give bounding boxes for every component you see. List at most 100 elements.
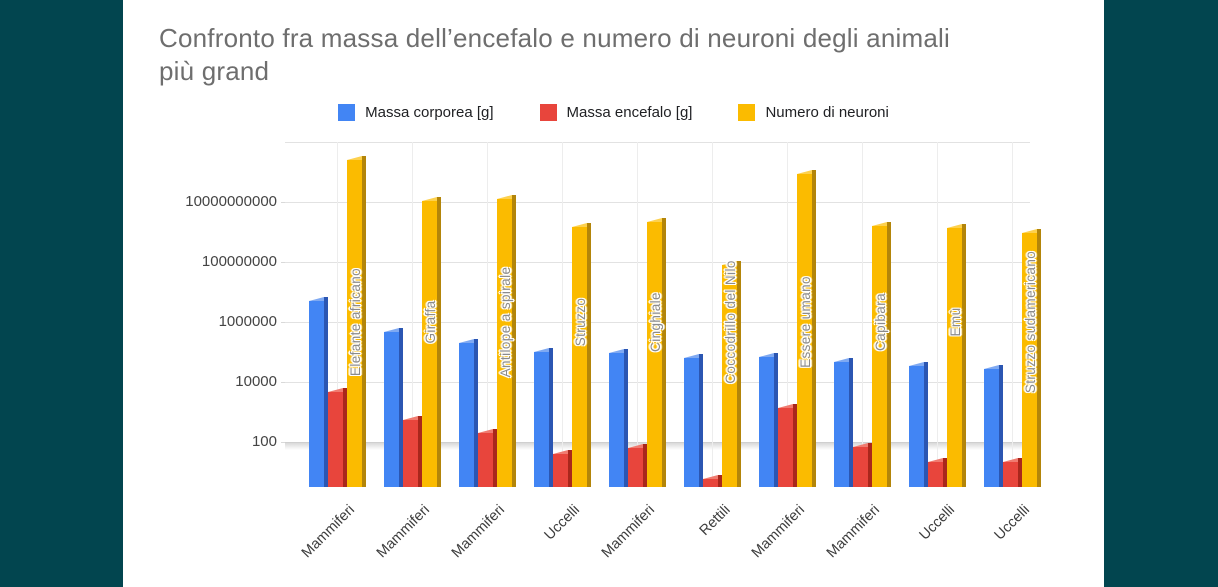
- x-axis-category-label: Uccelli: [541, 502, 584, 544]
- bar-massa-encefalo-g-coccodrillo-del-nilo: [703, 475, 722, 487]
- bar-massa-corporea-g-giraffa: [384, 328, 403, 487]
- bar-3d-facet: [362, 156, 366, 487]
- bar-massa-corporea-g-struzzo-sudamericano: [984, 365, 1003, 487]
- bar-massa-encefalo-g-capibara: [853, 443, 872, 487]
- bar-3d-facet: [759, 353, 774, 357]
- bar-3d-facet: [662, 218, 666, 487]
- bar-3d-facet: [1003, 458, 1018, 462]
- bar-3d-facet: [872, 222, 887, 226]
- bar-chart: 100 10000 1000000 100000000 10000000000 Elef…: [150, 142, 1041, 572]
- bar-numero-di-neuroni-capibara: [872, 222, 891, 487]
- bar-3d-facet: [347, 160, 362, 487]
- bar-numero-di-neuroni-emù: [947, 224, 966, 487]
- y-axis-tick-label: 10000000000: [185, 193, 277, 210]
- bar-massa-corporea-g-capibara: [834, 358, 853, 487]
- h-gridline: [285, 142, 1030, 143]
- animal-name-label: Capibara: [873, 293, 888, 351]
- bar-massa-encefalo-g-struzzo: [553, 450, 572, 487]
- bar-3d-facet: [309, 297, 324, 301]
- bar-numero-di-neuroni-cinghiale: [647, 218, 666, 487]
- presentation-slide: Confronto fra massa dell’encefalo e nume…: [123, 0, 1104, 587]
- bar-3d-facet: [778, 404, 793, 408]
- bar-3d-facet: [512, 195, 516, 487]
- bar-3d-facet: [868, 443, 872, 487]
- bar-3d-facet: [684, 354, 699, 358]
- bar-massa-corporea-g-emù: [909, 362, 928, 487]
- legend-label: Massa encefalo [g]: [566, 104, 693, 121]
- bar-3d-facet: [422, 201, 437, 487]
- bar-3d-facet: [834, 362, 849, 487]
- bar-3d-facet: [328, 392, 343, 487]
- bar-3d-facet: [703, 475, 718, 479]
- chart-title: Confronto fra massa dell’encefalo e nume…: [159, 23, 950, 87]
- bar-massa-encefalo-g-essere-umano: [778, 404, 797, 487]
- bar-3d-facet: [324, 297, 328, 487]
- bar-3d-facet: [568, 450, 572, 487]
- legend-item-2: Massa encefalo [g]: [539, 104, 693, 121]
- bar-3d-facet: [962, 224, 966, 487]
- bar-3d-facet: [947, 224, 962, 228]
- bar-3d-facet: [812, 170, 816, 487]
- bar-3d-facet: [609, 349, 624, 353]
- x-axis-category-label: Mammiferi: [449, 502, 509, 562]
- bar-3d-facet: [924, 362, 928, 487]
- bar-3d-facet: [703, 479, 718, 487]
- v-gridline: [787, 142, 788, 487]
- bar-3d-facet: [797, 170, 812, 174]
- y-axis-tick-label: 1000000: [218, 313, 277, 330]
- v-gridline: [487, 142, 488, 487]
- animal-name-label: Essere umano: [798, 276, 813, 368]
- bar-3d-facet: [909, 366, 924, 487]
- bar-3d-facet: [774, 353, 778, 487]
- bar-3d-facet: [928, 458, 943, 462]
- bar-3d-facet: [718, 475, 722, 487]
- v-gridline: [937, 142, 938, 487]
- bar-3d-facet: [553, 450, 568, 454]
- x-axis-category-label: Uccelli: [916, 502, 959, 544]
- bar-numero-di-neuroni-coccodrillo-del-nilo: [722, 261, 741, 487]
- animal-name-label: Elefante africano: [348, 267, 363, 377]
- legend-label: Numero di neuroni: [765, 104, 889, 121]
- bar-massa-corporea-g-essere-umano: [759, 353, 778, 487]
- v-gridline: [562, 142, 563, 487]
- bar-3d-facet: [647, 222, 662, 487]
- bar-massa-corporea-g-coccodrillo-del-nilo: [684, 354, 703, 487]
- legend-swatch: [539, 104, 557, 121]
- bar-3d-facet: [849, 358, 853, 487]
- bar-3d-facet: [722, 261, 737, 265]
- bar-numero-di-neuroni-struzzo-sudamericano: [1022, 229, 1041, 487]
- animal-name-label: Cinghiale: [648, 292, 663, 352]
- animal-name-label: Giraffa: [423, 300, 438, 344]
- bar-3d-facet: [534, 352, 549, 487]
- bar-massa-encefalo-g-cinghiale: [628, 444, 647, 487]
- bar-massa-encefalo-g-antilope-a-spirale: [478, 429, 497, 487]
- bar-numero-di-neuroni-struzzo: [572, 223, 591, 487]
- bar-3d-facet: [609, 353, 624, 487]
- y-axis-tick-label: 100: [251, 433, 277, 450]
- bar-3d-facet: [1022, 229, 1037, 233]
- bar-3d-facet: [628, 448, 643, 487]
- bar-3d-facet: [422, 197, 437, 201]
- bar-3d-facet: [437, 197, 441, 487]
- bar-numero-di-neuroni-elefante-africano: [347, 156, 366, 487]
- bar-massa-corporea-g-cinghiale: [609, 349, 628, 487]
- bar-3d-facet: [1003, 462, 1018, 487]
- bar-massa-encefalo-g-struzzo-sudamericano: [1003, 458, 1022, 487]
- bar-3d-facet: [984, 369, 999, 487]
- v-gridline: [337, 142, 338, 487]
- bar-3d-facet: [909, 362, 924, 366]
- bar-3d-facet: [1018, 458, 1022, 487]
- y-axis-tick-label: 100000000: [201, 253, 277, 270]
- bar-3d-facet: [887, 222, 891, 487]
- bar-3d-facet: [1037, 229, 1041, 487]
- bar-3d-facet: [478, 433, 493, 487]
- x-axis-category-label: Mammiferi: [824, 502, 884, 562]
- bar-3d-facet: [493, 429, 497, 487]
- animal-name-label: Antilope a spirale: [498, 266, 513, 378]
- bar-3d-facet: [699, 354, 703, 487]
- bar-3d-facet: [872, 226, 887, 487]
- bar-3d-facet: [834, 358, 849, 362]
- bar-3d-facet: [309, 301, 324, 487]
- bar-massa-encefalo-g-emù: [928, 458, 947, 487]
- bar-numero-di-neuroni-antilope-a-spirale: [497, 195, 516, 487]
